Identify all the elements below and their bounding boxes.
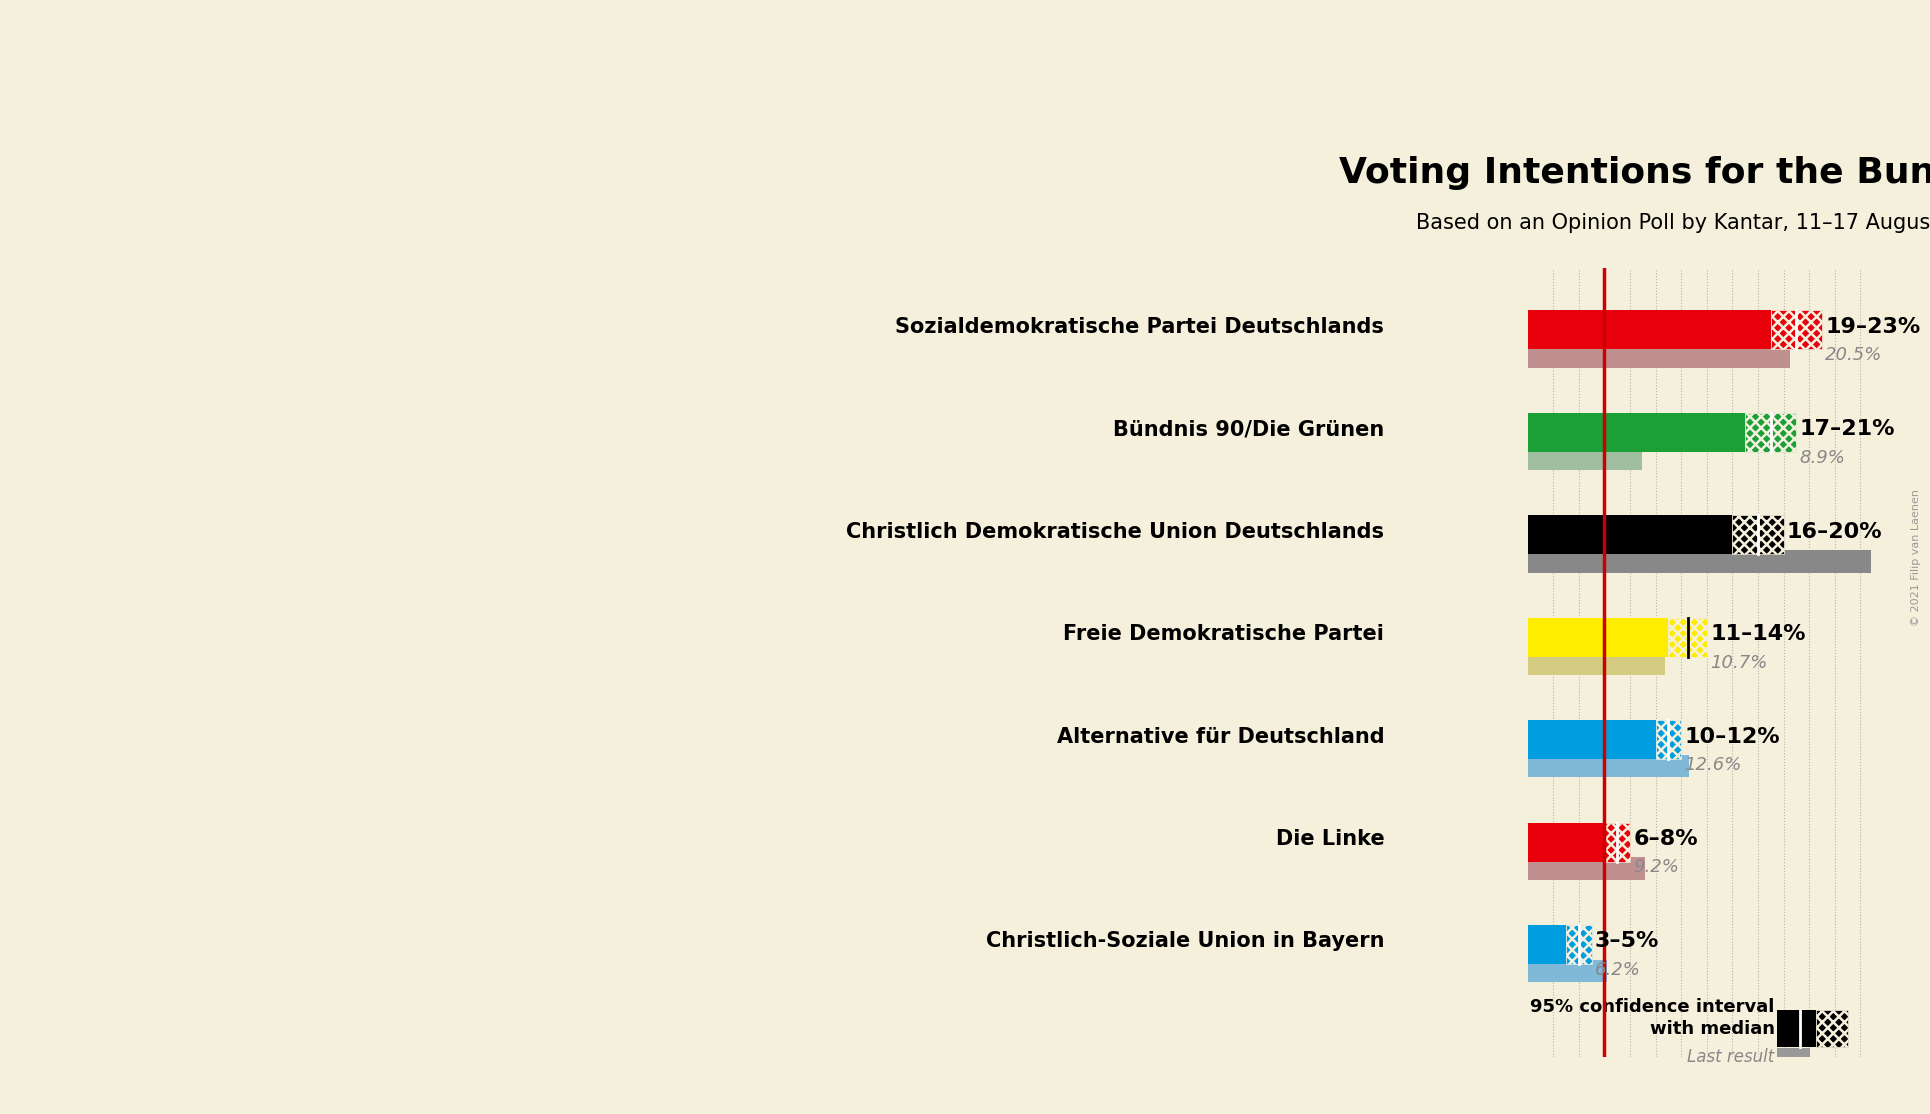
Text: 95% confidence interval: 95% confidence interval [1530, 998, 1776, 1016]
Bar [1529, 653, 1664, 675]
Text: 26.8%: 26.8% [1787, 551, 1845, 569]
Bar [1604, 823, 1631, 861]
Text: 10.7%: 10.7% [1710, 654, 1768, 672]
Text: 8.9%: 8.9% [1799, 449, 1845, 467]
Text: Last result: Last result [1687, 1047, 1776, 1066]
Bar [1529, 721, 1656, 759]
Text: Christlich Demokratische Union Deutschlands: Christlich Demokratische Union Deutschla… [845, 521, 1384, 541]
Text: Bündnis 90/Die Grünen: Bündnis 90/Die Grünen [1114, 419, 1384, 439]
Bar [1778, 1047, 1810, 1068]
Text: Christlich-Soziale Union in Bayern: Christlich-Soziale Union in Bayern [986, 931, 1384, 951]
Text: Voting Intentions for the Bundestag: Voting Intentions for the Bundestag [1339, 156, 1930, 189]
Bar [1529, 858, 1646, 880]
Text: 6–8%: 6–8% [1633, 829, 1698, 849]
Text: 9.2%: 9.2% [1633, 859, 1679, 877]
Bar [1656, 721, 1681, 759]
Bar [1772, 311, 1822, 350]
Bar [1529, 823, 1604, 861]
Text: Sozialdemokratische Partei Deutschlands: Sozialdemokratische Partei Deutschlands [896, 316, 1384, 336]
Text: © 2021 Filip van Laenen: © 2021 Filip van Laenen [1911, 489, 1922, 625]
Bar [1529, 311, 1772, 350]
Bar [1565, 925, 1592, 964]
Text: Alternative für Deutschland: Alternative für Deutschland [1056, 726, 1384, 746]
Bar [1733, 516, 1783, 555]
Bar [1529, 516, 1733, 555]
Text: 16–20%: 16–20% [1787, 521, 1882, 541]
Text: Freie Demokratische Partei: Freie Demokratische Partei [1063, 624, 1384, 644]
Bar [1529, 755, 1689, 778]
Bar [1745, 413, 1797, 452]
Bar [1529, 618, 1668, 657]
Text: 3–5%: 3–5% [1594, 931, 1660, 951]
Bar [1529, 925, 1565, 964]
Text: 20.5%: 20.5% [1826, 346, 1882, 364]
Bar [1529, 413, 1745, 452]
Text: 19–23%: 19–23% [1826, 316, 1920, 336]
Text: 6.2%: 6.2% [1594, 961, 1640, 979]
Bar [1778, 1010, 1816, 1047]
Bar [1668, 618, 1706, 657]
Text: 12.6%: 12.6% [1685, 756, 1741, 774]
Bar [1529, 960, 1608, 983]
Text: 17–21%: 17–21% [1799, 419, 1895, 439]
Text: with median: with median [1650, 1019, 1776, 1037]
Bar [1529, 448, 1642, 470]
Text: Based on an Opinion Poll by Kantar, 11–17 August 2021: Based on an Opinion Poll by Kantar, 11–1… [1417, 213, 1930, 233]
Text: 11–14%: 11–14% [1710, 624, 1806, 644]
Text: 10–12%: 10–12% [1685, 726, 1779, 746]
Bar [1529, 550, 1870, 573]
Bar [1816, 1010, 1847, 1047]
Text: Die Linke: Die Linke [1276, 829, 1384, 849]
Bar [1529, 345, 1789, 368]
